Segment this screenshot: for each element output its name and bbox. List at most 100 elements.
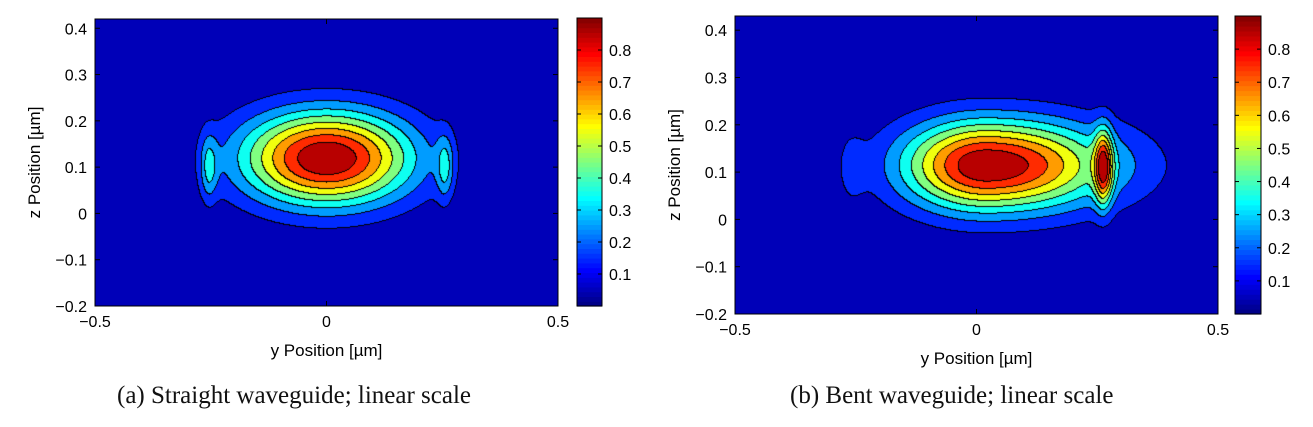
colorbar-band	[1235, 70, 1261, 77]
colorbar-tick-label: 0.6	[1268, 108, 1290, 125]
colorbar-band	[577, 37, 602, 43]
colorbar-band	[1235, 189, 1261, 196]
colorbar-band	[1235, 274, 1261, 280]
colorbar-band	[577, 157, 602, 163]
colorbar-tick-label: 0.4	[1268, 175, 1290, 192]
colorbar-band	[577, 42, 602, 48]
colorbar-tick-label: 0.7	[609, 75, 631, 92]
colorbar-tick-label: 0.3	[1268, 208, 1290, 225]
colorbar-band	[577, 234, 602, 240]
colorbar-band	[577, 210, 602, 216]
colorbar-band	[1235, 20, 1261, 27]
colorbar-band	[577, 152, 602, 158]
colorbar-band	[577, 80, 602, 86]
colorbar-band	[577, 32, 602, 38]
colorbar-tick-label: 0.6	[609, 107, 631, 124]
colorbar-band	[1235, 214, 1261, 221]
colorbar-band	[577, 291, 602, 297]
x-axis-label: y Position [µm]	[921, 349, 1033, 368]
colorbar-band	[1235, 150, 1261, 156]
y-tick-label: 0.3	[705, 70, 727, 87]
colorbar-band	[577, 219, 602, 225]
colorbar-tick-label: 0.8	[609, 43, 631, 60]
colorbar-band	[1235, 140, 1261, 146]
colorbar-tick-label: 0.7	[1268, 75, 1290, 92]
x-tick-label: 0.5	[547, 314, 569, 331]
colorbar-band	[1235, 90, 1261, 97]
colorbar-band	[577, 166, 602, 173]
colorbar-band	[577, 229, 602, 235]
x-tick-label: −0.5	[79, 314, 111, 331]
y-tick-label: −0.1	[55, 253, 87, 270]
colorbar-band	[1235, 284, 1261, 290]
colorbar-band	[577, 114, 602, 120]
colorbar-band	[1235, 204, 1261, 211]
colorbar-band	[1235, 50, 1261, 57]
colorbar-band	[1235, 254, 1261, 260]
colorbar-tick-label: 0.1	[609, 267, 631, 284]
colorbar-band	[577, 205, 602, 211]
y-tick-label: 0.4	[65, 21, 87, 38]
colorbar-band	[1235, 224, 1261, 231]
colorbar-band	[1235, 25, 1261, 32]
colorbar-band	[1235, 160, 1261, 166]
colorbar-band	[577, 46, 602, 53]
colorbar-band	[1235, 55, 1261, 62]
y-tick-label: 0.1	[705, 165, 727, 182]
colorbar-band	[1235, 40, 1261, 47]
colorbar-band	[1235, 35, 1261, 42]
colorbar-band	[577, 262, 602, 269]
colorbar-band	[577, 267, 602, 273]
colorbar-band	[1235, 100, 1261, 106]
colorbar-band	[577, 75, 602, 81]
colorbar-band	[577, 61, 602, 67]
y-tick-label: 0.2	[705, 118, 727, 135]
colorbar-band	[1235, 289, 1261, 295]
colorbar-band	[577, 90, 602, 96]
colorbar-band	[577, 224, 602, 230]
colorbar-band	[577, 277, 602, 283]
colorbar-band	[577, 94, 602, 101]
colorbar-band	[1235, 145, 1261, 151]
colorbar-band	[577, 243, 602, 249]
x-tick-label: 0	[972, 322, 981, 339]
colorbar-band	[577, 147, 602, 153]
figure-canvas: −0.5 0 0.5 −0.2 −0.1 0 0.1 0.2 0.3 0.4 y Position …	[25, 15, 1290, 368]
y-tick-label: 0.3	[65, 68, 87, 85]
colorbar-frame	[1234, 15, 1262, 315]
colorbar-band	[1235, 80, 1261, 87]
colorbar-band	[1235, 229, 1261, 236]
colorbar-band	[1235, 120, 1261, 126]
panel-a-straight-waveguide: −0.5 0 0.5 −0.2 −0.1 0 0.1 0.2 0.3 0.4 y Position …	[25, 17, 631, 360]
colorbar-band	[577, 181, 602, 187]
colorbar-band	[577, 27, 602, 33]
y-tick-label: 0	[78, 206, 87, 223]
y-tick-label: −0.2	[695, 307, 727, 324]
y-tick-label: 0.2	[65, 114, 87, 131]
colorbar-band	[1235, 249, 1261, 255]
colorbar-band	[1235, 135, 1261, 141]
colorbar-band	[577, 195, 602, 201]
colorbar-frame	[576, 17, 603, 307]
colorbar-band	[1235, 244, 1261, 251]
colorbar-band	[577, 66, 602, 72]
x-tick-label: 0	[322, 314, 331, 331]
colorbar-tick-label: 0.1	[1268, 274, 1290, 291]
x-tick-label: 0.5	[1207, 322, 1229, 339]
colorbar-band	[577, 258, 602, 264]
colorbar-band	[577, 133, 602, 139]
colorbar-band	[1235, 155, 1261, 161]
colorbar-band	[1235, 169, 1261, 176]
colorbar-band	[577, 18, 602, 24]
colorbar-band	[1235, 165, 1261, 171]
colorbar-band	[577, 118, 602, 125]
colorbar-band	[577, 85, 602, 91]
colorbar-band	[577, 253, 602, 259]
colorbar-band	[577, 138, 602, 144]
colorbar-band	[1235, 95, 1261, 102]
colorbar-band	[577, 171, 602, 177]
colorbar-band	[1235, 115, 1261, 121]
colorbar-band	[1235, 75, 1261, 82]
colorbar-band	[577, 301, 602, 307]
colorbar-band	[577, 186, 602, 192]
